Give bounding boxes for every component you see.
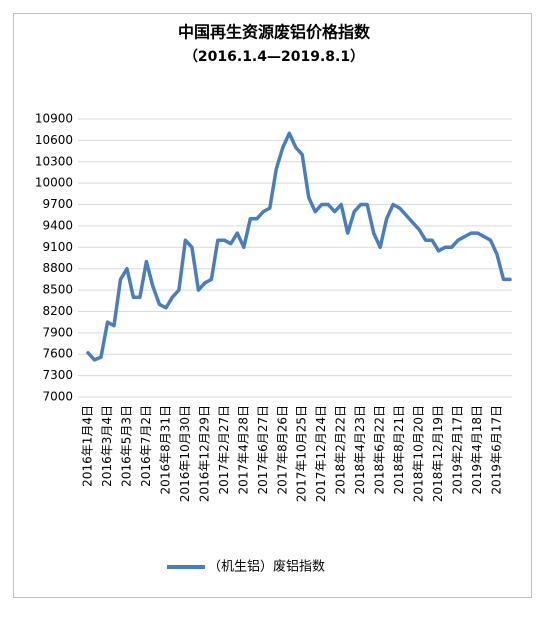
x-tick-label: 2016年7月2日 (139, 405, 153, 487)
legend-label: （机生铝）废铝指数 (208, 559, 325, 575)
x-tick-label: 2018年4月23日 (353, 405, 367, 494)
x-tick-label: 2017年10月25日 (295, 405, 309, 502)
y-tick-label: 8500 (42, 283, 73, 297)
x-tick-label: 2017年4月28日 (236, 405, 250, 494)
x-tick-label: 2019年2月17日 (451, 405, 465, 494)
y-tick-label: 10600 (35, 133, 73, 147)
chart-frame (13, 13, 532, 598)
x-tick-label: 2017年2月27日 (217, 405, 231, 494)
x-tick-label: 2019年6月17日 (490, 405, 504, 494)
x-tick-label: 2018年8月21日 (392, 405, 406, 494)
x-tick-label: 2016年10月30日 (178, 405, 192, 502)
y-tick-label: 9400 (42, 218, 73, 232)
x-tick-label: 2016年1月4日 (81, 405, 95, 487)
y-tick-label: 8200 (42, 304, 73, 318)
x-tick-label: 2018年12月19日 (431, 405, 445, 502)
y-tick-label: 10900 (35, 112, 73, 126)
y-tick-label: 7000 (42, 390, 73, 404)
y-tick-label: 8800 (42, 261, 73, 275)
y-tick-label: 7900 (42, 325, 73, 339)
x-tick-label: 2018年10月20日 (412, 405, 426, 502)
x-tick-label: 2016年12月29日 (197, 405, 211, 502)
y-tick-label: 9700 (42, 197, 73, 211)
x-tick-label: 2017年6月27日 (256, 405, 270, 494)
x-tick-label: 2017年8月26日 (275, 405, 289, 494)
x-tick-label: 2019年4月18日 (470, 405, 484, 494)
y-tick-label: 10300 (35, 154, 73, 168)
chart-title: 中国再生资源废铝价格指数 (178, 23, 371, 42)
x-tick-label: 2018年2月22日 (334, 405, 348, 494)
chart-subtitle: （2016.1.4—2019.8.1） (184, 49, 364, 65)
series-line (86, 131, 512, 362)
y-tick-label: 7300 (42, 368, 73, 382)
x-tick-label: 2016年3月4日 (100, 405, 114, 487)
x-tick-label: 2016年8月31日 (158, 405, 172, 494)
y-tick-label: 7600 (42, 347, 73, 361)
x-tick-label: 2018年6月22日 (373, 405, 387, 494)
y-tick-label: 9100 (42, 240, 73, 254)
x-tick-label: 2016年5月3日 (119, 405, 133, 487)
x-tick-label: 2017年12月24日 (314, 405, 328, 502)
y-tick-label: 10000 (35, 176, 73, 190)
